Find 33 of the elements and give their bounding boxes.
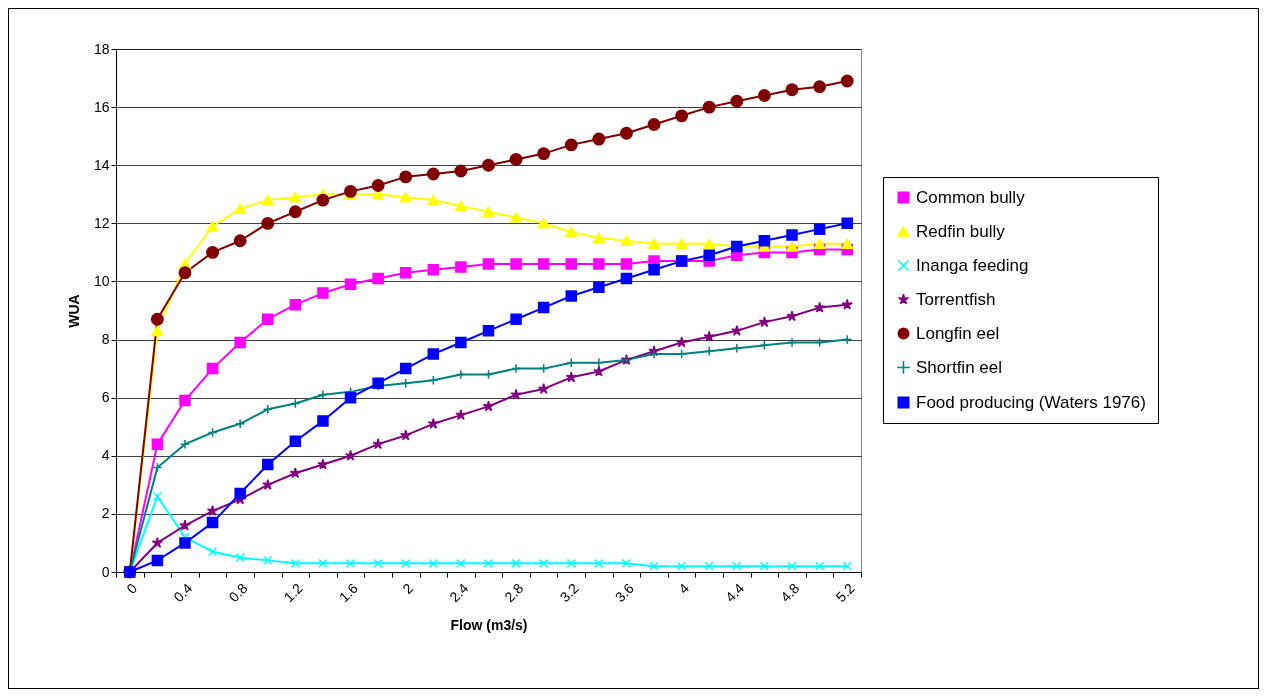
legend-label: Inanga feeding [916, 255, 1029, 275]
y-tick-label: 18 [93, 40, 110, 57]
y-tick-label: 8 [101, 331, 110, 348]
y-tick-label: 12 [93, 214, 110, 231]
x-tick-label: 4.8 [777, 579, 803, 606]
legend-label: Common bully [916, 187, 1026, 207]
x-tick-label: 2 [399, 579, 417, 597]
legend-label: Torrentfish [916, 289, 996, 309]
legend-label: Redfin bully [916, 221, 1006, 241]
x-tick-label: 2.8 [501, 579, 527, 606]
y-tick-label: 6 [101, 389, 110, 406]
y-tick-label: 2 [101, 505, 110, 522]
y-axis-title: WUA [65, 294, 82, 328]
y-tick-label: 14 [93, 156, 110, 173]
x-tick-label: 5.2 [832, 579, 858, 606]
legend-label: Food producing (Waters 1976) [916, 392, 1146, 412]
x-tick-label: 1.6 [335, 579, 362, 606]
x-tick-label: 2.4 [446, 579, 472, 606]
x-axis-title: Flow (m3/s) [450, 617, 528, 634]
y-tick-label: 10 [93, 272, 110, 289]
x-tick-label: 3.6 [611, 579, 638, 606]
x-tick-label: 0.8 [225, 579, 251, 606]
x-tick-label: 4 [675, 579, 693, 597]
x-tick-label: 0 [123, 579, 141, 597]
y-tick-label: 0 [101, 563, 110, 580]
legend-label: Shortfin eel [916, 357, 1002, 377]
legend-label: Longfin eel [916, 323, 1000, 343]
x-tick-label: 0.4 [170, 579, 196, 606]
x-tick-label: 4.4 [722, 579, 748, 606]
y-tick-label: 4 [101, 447, 110, 464]
x-tick-label: 3.2 [556, 579, 582, 606]
y-tick-label: 16 [93, 98, 110, 115]
x-tick-label: 1.2 [280, 579, 306, 606]
